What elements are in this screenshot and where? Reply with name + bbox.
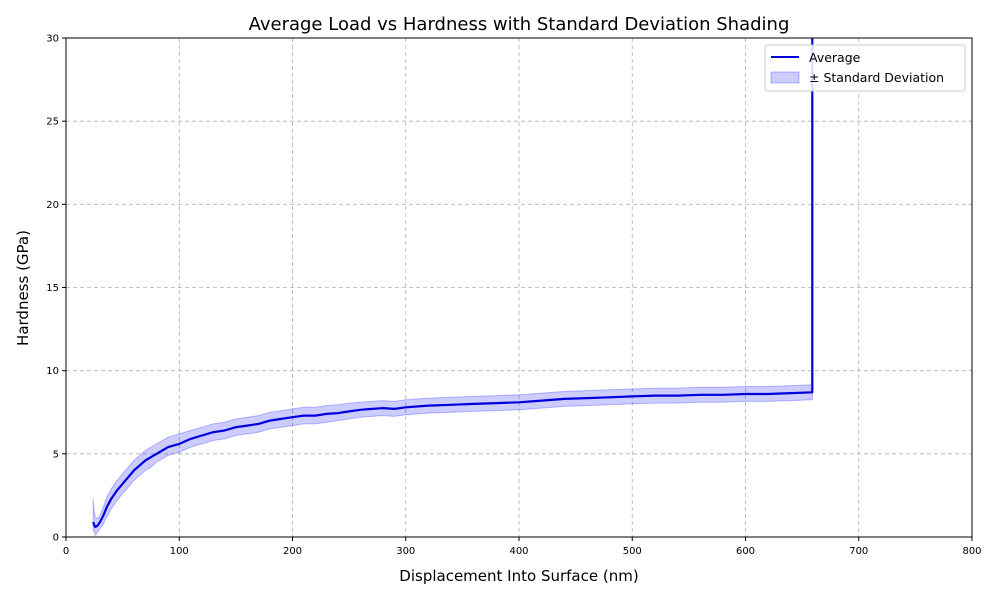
x-tick-label: 800 <box>962 546 981 557</box>
legend-average-label: Average <box>809 50 861 65</box>
x-tick-label: 200 <box>283 546 302 557</box>
x-tick-label: 100 <box>170 546 189 557</box>
legend-std-swatch <box>770 71 800 84</box>
y-tick-label: 15 <box>46 283 59 294</box>
legend: Average ± Standard Deviation <box>764 44 966 92</box>
x-axis-title: Displacement Into Surface (nm) <box>399 567 638 585</box>
y-tick-label: 0 <box>53 533 59 544</box>
y-tick-label: 20 <box>46 200 59 211</box>
y-tick-label: 5 <box>53 449 59 460</box>
y-tick-label: 10 <box>46 366 59 377</box>
std-band-layer <box>92 384 813 537</box>
x-tick-label: 700 <box>849 546 868 557</box>
std-deviation-band <box>92 384 813 537</box>
legend-std-label: ± Standard Deviation <box>809 70 944 85</box>
average-line <box>92 38 814 529</box>
x-tick-label: 500 <box>623 546 642 557</box>
y-tick-label: 30 <box>46 34 59 45</box>
x-tick-label: 300 <box>396 546 415 557</box>
legend-box <box>764 44 966 92</box>
x-tick-label: 0 <box>63 546 69 557</box>
y-axis-title: Hardness (GPa) <box>14 230 32 346</box>
y-tick-label: 25 <box>46 117 59 128</box>
average-line-layer <box>92 38 814 529</box>
x-tick-label: 600 <box>736 546 755 557</box>
x-tick-label: 400 <box>509 546 528 557</box>
axis-ticks: 0 100 200 300 400 500 600 700 800 0 5 10 15 20 25 30 <box>46 34 981 558</box>
chart-title: Average Load vs Hardness with Standard D… <box>249 14 790 35</box>
